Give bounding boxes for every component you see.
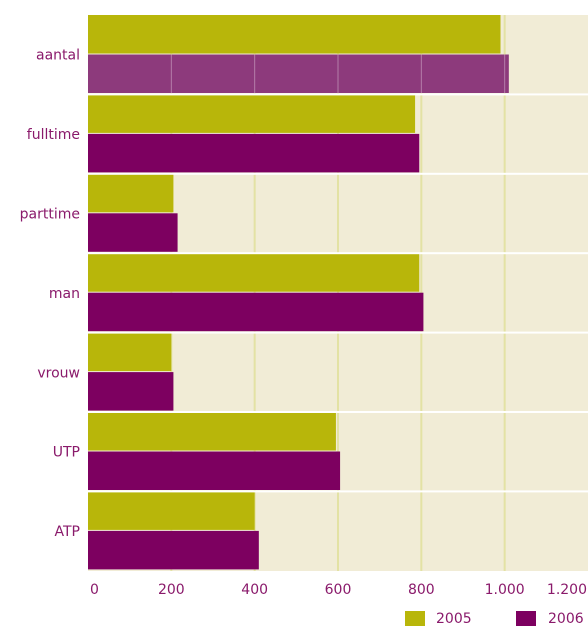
bar-parttime-2006 (88, 213, 178, 252)
bar-man-2005 (88, 253, 419, 292)
bar-ATP-2005 (88, 491, 255, 530)
x-tick-label-200: 200 (158, 582, 185, 598)
category-separator (88, 490, 588, 492)
bar-aantal-2005 (88, 15, 501, 54)
x-tick-label-0: 0 (90, 582, 99, 598)
bar-fulltime-2005 (88, 94, 415, 132)
category-separator (88, 252, 588, 254)
bar-ATP-2006 (88, 531, 259, 570)
legend-swatch-2006 (516, 611, 536, 626)
category-label-fulltime: fulltime (27, 127, 80, 143)
legend-label-2005: 2005 (436, 611, 472, 627)
bar-man-2006 (88, 293, 423, 332)
x-tick-label-800: 800 (408, 582, 435, 598)
bar-vrouw-2006 (88, 372, 173, 411)
bar-UTP-2006 (88, 452, 340, 491)
category-label-man: man (49, 286, 80, 302)
category-separator (88, 173, 588, 175)
legend-swatch-2005 (405, 611, 425, 626)
legend: 2005 2006 (405, 611, 584, 627)
category-label-UTP: UTP (53, 445, 80, 461)
category-label-ATP: ATP (55, 524, 80, 540)
bar-vrouw-2005 (88, 333, 171, 372)
x-tick-label-600: 600 (325, 582, 352, 598)
category-separator (88, 411, 588, 413)
x-axis-ticks: 0 200 400 600 800 1.000 1.200 (90, 582, 587, 598)
bar-parttime-2005 (88, 174, 173, 213)
category-label-parttime: parttime (20, 207, 80, 223)
category-label-aantal: aantal (36, 48, 80, 64)
legend-label-2006: 2006 (548, 611, 584, 627)
bar-fulltime-2006 (88, 134, 419, 173)
x-tick-label-1200: 1.200 (547, 582, 587, 598)
category-label-vrouw: vrouw (37, 365, 80, 381)
x-tick-label-400: 400 (241, 582, 268, 598)
category-labels: aantal fulltime parttime man vrouw UTP ATP (20, 48, 80, 540)
bar-aantal-2006 (88, 55, 509, 94)
category-separator (88, 332, 588, 334)
category-separator (88, 93, 588, 95)
x-tick-label-1000: 1.000 (485, 582, 525, 598)
bar-UTP-2005 (88, 412, 336, 451)
